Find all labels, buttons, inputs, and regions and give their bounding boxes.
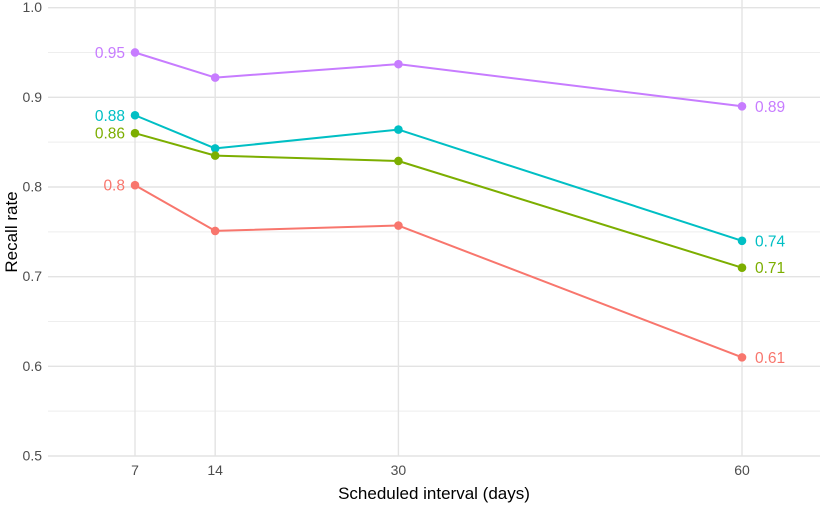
point-purple-7 [130,48,140,57]
point-purple-30 [394,59,403,69]
x-tick-label-60: 60 [734,462,750,478]
series-end-label-olive: 0.71 [755,260,785,277]
point-purple-60 [737,101,747,111]
series-start-label-purple: 0.95 [95,45,125,62]
point-red-60 [737,353,747,362]
y-tick-label-0.7: 0.7 [23,268,43,284]
series-line-teal [134,114,743,242]
y-tick-label-0.9: 0.9 [23,89,43,105]
point-olive-60 [737,263,747,272]
series-start-label-teal: 0.88 [95,108,125,125]
series-start-label-olive: 0.86 [95,126,125,143]
y-tick-label-0.5: 0.5 [23,448,43,464]
point-purple-14 [210,73,220,82]
point-teal-60 [737,236,747,246]
y-tick-label-1.0: 1.0 [23,0,43,15]
point-teal-7 [130,110,140,120]
series-line-purple [134,51,743,108]
point-olive-7 [130,128,140,138]
point-red-14 [210,226,220,236]
series-line-olive [134,132,743,269]
series-start-label-red: 0.8 [103,178,125,195]
series-line-red [134,184,743,359]
point-red-30 [394,221,403,230]
x-tick-label-30: 30 [391,462,407,478]
x-axis-title: Scheduled interval (days) [338,484,530,503]
series-end-label-purple: 0.89 [755,99,785,116]
series-end-label-red: 0.61 [755,350,785,367]
point-teal-30 [394,125,403,134]
point-olive-30 [394,156,403,166]
series-end-label-teal: 0.74 [755,233,786,250]
point-red-7 [130,180,140,190]
x-tick-label-7: 7 [131,462,139,478]
y-tick-label-0.6: 0.6 [23,358,43,374]
point-teal-14 [210,144,220,153]
y-axis-title: Recall rate [2,191,21,273]
x-tick-label-14: 14 [207,462,223,478]
point-olive-14 [210,151,220,160]
y-tick-label-0.8: 0.8 [23,178,43,194]
